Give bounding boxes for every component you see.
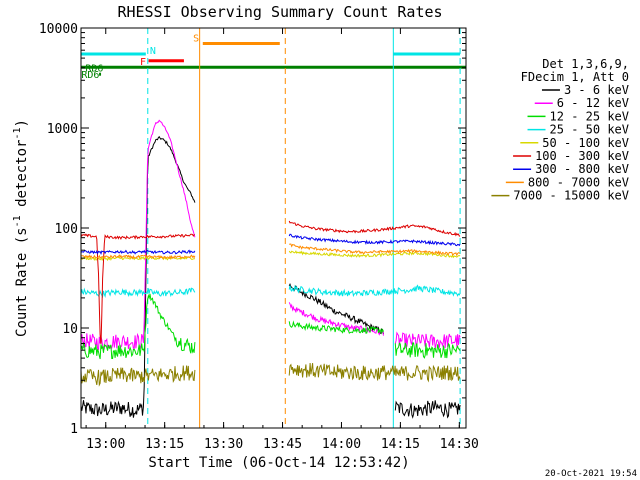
y-tick-label: 100 xyxy=(55,222,78,237)
y-axis-label: Count Rate (s-1 detector-1) xyxy=(12,119,30,337)
series-line-25-50-kev-seg0 xyxy=(80,287,196,299)
series-line-7000-15000-kev-seg0 xyxy=(80,365,196,387)
x-tick-label: 14:30 xyxy=(440,437,479,452)
series-line-300-800-kev-seg0 xyxy=(80,249,196,255)
y-tick-label: 10000 xyxy=(39,22,78,37)
flag-label-f-2: F xyxy=(140,57,146,68)
x-tick-label: 14:15 xyxy=(381,437,420,452)
legend-header-line-2: FDecim 1, Att 0 xyxy=(521,70,629,84)
flag-label-n-0: N xyxy=(150,46,156,57)
legend-label-300-800-kev: 300 - 800 keV xyxy=(535,162,629,176)
legend-label-100-300-kev: 100 - 300 keV xyxy=(535,149,629,163)
series-line-300-800-kev-seg1 xyxy=(288,233,461,247)
flag-label-s-3: S xyxy=(193,34,199,45)
mode-change-lines xyxy=(80,28,461,428)
series-line-100-300-kev-seg0 xyxy=(80,233,195,344)
series-layer xyxy=(80,119,461,419)
legend-label-25-50-kev: 25 - 50 keV xyxy=(550,123,629,137)
series-300-800-kev xyxy=(80,233,461,255)
series-line-25-50-kev-seg1 xyxy=(288,284,461,298)
y-tick-label: 10 xyxy=(62,322,78,337)
x-tick-label: 13:15 xyxy=(145,437,184,452)
series-line-12-25-kev-seg2 xyxy=(394,342,461,359)
series-line-6-12-kev-seg2 xyxy=(394,331,461,349)
series-100-300-kev xyxy=(80,220,461,344)
y-tick-label: 1000 xyxy=(47,122,78,137)
series-25-50-kev xyxy=(80,284,461,299)
series-12-25-kev xyxy=(80,293,461,360)
chart-title: RHESSI Observing Summary Count Rates xyxy=(117,3,442,21)
series-line-800-7000-kev-seg0 xyxy=(80,254,196,260)
series-6-12-kev xyxy=(80,119,461,351)
legend-label-6-12-kev: 6 - 12 keV xyxy=(557,96,629,110)
series-line-100-300-kev-seg1 xyxy=(288,220,461,237)
series-line-3-6-kev-seg1 xyxy=(288,282,384,335)
legend-label-7000-15000-kev: 7000 - 15000 keV xyxy=(513,189,629,203)
date-stamp: 20-Oct-2021 19:54 xyxy=(545,469,637,479)
x-tick-label: 13:45 xyxy=(263,437,302,452)
series-50-100-kev xyxy=(80,250,461,262)
series-line-12-25-kev-seg1 xyxy=(288,320,384,335)
series-line-50-100-kev-seg1 xyxy=(288,250,461,259)
series-7000-15000-kev xyxy=(80,362,461,387)
series-800-7000-kev xyxy=(80,243,461,260)
series-line-7000-15000-kev-seg1 xyxy=(288,362,461,383)
x-axis-label: Start Time (06-Oct-14 12:53:42) xyxy=(148,455,409,471)
series-line-50-100-kev-seg0 xyxy=(80,256,195,262)
legend-label-800-7000-kev: 800 - 7000 keV xyxy=(528,175,629,189)
x-tick-label: 13:00 xyxy=(86,437,125,452)
y-axis-ticks: 1 10 100 1000 10000 xyxy=(39,22,466,437)
legend-label-50-100-kev: 50 - 100 keV xyxy=(542,136,629,150)
legend-label-3-6-kev: 3 - 6 keV xyxy=(564,83,629,97)
series-line-3-6-kev-seg2 xyxy=(394,400,461,419)
x-tick-label: 13:30 xyxy=(204,437,243,452)
x-axis-ticks: 13:00 13:15 13:30 13:45 14:00 14:15 14:30 xyxy=(85,28,479,452)
y-tick-label: 1 xyxy=(70,422,78,437)
flag-label-rd6-4: RD6 xyxy=(85,63,103,74)
flag-label-rd6-5: RD6 xyxy=(81,70,99,81)
legend-header-line-1: Det 1,3,6,9, xyxy=(542,57,629,71)
series-line-800-7000-kev-seg1 xyxy=(288,243,461,257)
series-line-6-12-kev-seg1 xyxy=(288,302,384,336)
legend: Det 1,3,6,9, FDecim 1, Att 0 3 - 6 keV6 … xyxy=(491,57,629,203)
legend-label-12-25-kev: 12 - 25 keV xyxy=(550,109,629,123)
series-3-6-kev xyxy=(80,135,461,419)
series-line-6-12-kev-seg0 xyxy=(80,119,196,351)
x-tick-label: 14:00 xyxy=(322,437,361,452)
series-line-12-25-kev-seg0 xyxy=(80,293,196,360)
